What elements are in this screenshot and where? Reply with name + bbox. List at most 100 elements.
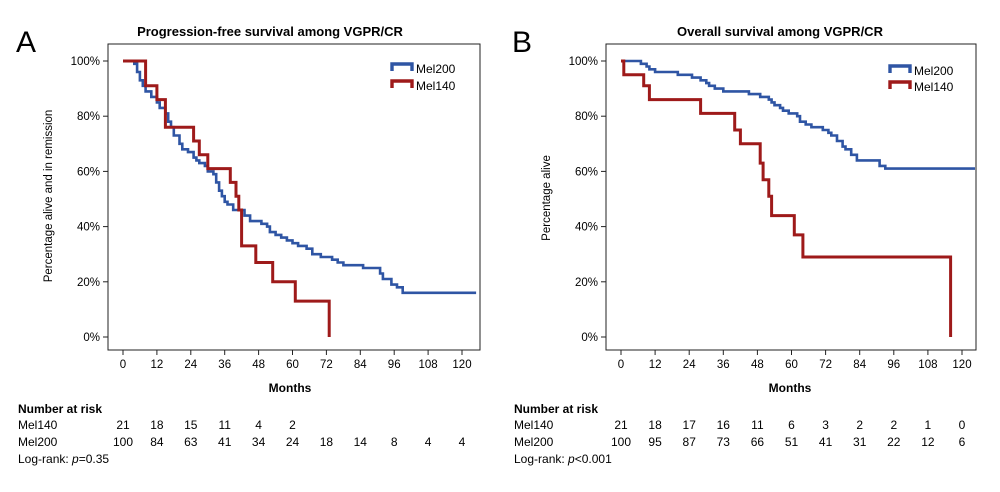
legend-label-mel200: Mel200 <box>416 62 456 76</box>
x-tick-label: 96 <box>887 359 900 371</box>
series-line-mel200 <box>123 59 477 295</box>
x-tick-label: 12 <box>151 359 164 371</box>
x-tick-label: 72 <box>320 359 333 371</box>
risk-value-mel140: 6 <box>788 418 795 432</box>
x-tick-label: 36 <box>218 359 231 371</box>
panel-b-ylabel: Percentage alive <box>541 155 553 241</box>
y-tick-label: 60% <box>77 166 100 178</box>
x-tick-label: 72 <box>819 359 832 371</box>
risk-value-mel200: 12 <box>921 435 935 449</box>
legend-swatch-mel140 <box>888 80 912 89</box>
x-tick-label: 96 <box>388 359 401 371</box>
logrank-value: <0.001 <box>575 452 612 466</box>
risk-value-mel200: 100 <box>611 435 631 449</box>
panel-b: B Overall survival among VGPR/CR Percent… <box>512 24 977 466</box>
panel-a-letter: A <box>16 26 36 59</box>
x-tick-label: 36 <box>717 359 730 371</box>
logrank-p: p <box>567 452 575 466</box>
x-tick-label: 24 <box>683 359 696 371</box>
panel-a-plot <box>123 59 477 337</box>
y-tick-label: 60% <box>575 166 598 178</box>
risk-value-mel200: 41 <box>819 435 833 449</box>
risk-value-mel200: 18 <box>320 435 334 449</box>
y-tick-label: 80% <box>575 111 598 123</box>
legend-swatch-mel200 <box>888 64 912 73</box>
logrank-text: Log-rank: p=0.35 <box>18 452 109 466</box>
plot-frame <box>107 43 481 351</box>
x-tick-label: 108 <box>918 359 937 371</box>
x-tick-label: 60 <box>286 359 299 371</box>
x-tick-label: 0 <box>120 359 126 371</box>
risk-value-mel140: 11 <box>218 418 231 432</box>
risk-value-mel140: 2 <box>289 418 296 432</box>
x-tick-label: 84 <box>354 359 367 371</box>
risk-value-mel140: 18 <box>150 418 164 432</box>
risk-row-label-mel140: Mel140 <box>514 418 554 432</box>
y-tick-label: 100% <box>569 56 598 68</box>
risk-table-header: Number at risk <box>514 402 598 416</box>
risk-value-mel140: 11 <box>751 418 764 432</box>
risk-value-mel200: 34 <box>252 435 266 449</box>
risk-row-label-mel200: Mel200 <box>514 435 554 449</box>
risk-value-mel200: 73 <box>717 435 731 449</box>
risk-value-mel140: 1 <box>925 418 932 432</box>
risk-value-mel200: 24 <box>286 435 300 449</box>
risk-value-mel200: 14 <box>354 435 368 449</box>
risk-value-mel140: 18 <box>648 418 662 432</box>
risk-value-mel200: 4 <box>425 435 432 449</box>
y-tick-label: 100% <box>71 56 100 68</box>
x-tick-label: 0 <box>618 359 624 371</box>
risk-value-mel200: 51 <box>785 435 799 449</box>
y-tick-label: 20% <box>77 277 100 289</box>
risk-value-mel140: 2 <box>856 418 863 432</box>
risk-row-label-mel200: Mel200 <box>18 435 58 449</box>
series-line-mel200 <box>621 59 975 170</box>
risk-value-mel140: 17 <box>683 418 697 432</box>
x-tick-label: 84 <box>853 359 866 371</box>
panel-b-xlabel: Months <box>769 381 812 395</box>
risk-value-mel140: 4 <box>255 418 262 432</box>
y-tick-label: 20% <box>575 277 598 289</box>
legend-swatch-mel140 <box>390 79 414 88</box>
risk-value-mel200: 22 <box>887 435 901 449</box>
panel-b-plot <box>621 59 975 337</box>
logrank-p: p <box>71 452 79 466</box>
panel-a-xlabel: Months <box>269 381 312 395</box>
risk-value-mel200: 8 <box>391 435 398 449</box>
risk-value-mel140: 0 <box>959 418 966 432</box>
x-tick-label: 108 <box>419 359 438 371</box>
risk-value-mel140: 21 <box>614 418 628 432</box>
panel-a: A Progression-free survival among VGPR/C… <box>16 24 481 466</box>
legend-label-mel140: Mel140 <box>416 79 456 93</box>
risk-value-mel200: 63 <box>184 435 198 449</box>
panel-b-title: Overall survival among VGPR/CR <box>677 24 884 39</box>
panel-a-risk-table: Number at risk Mel140 Mel200 21 18 15 11 4 2 1… <box>18 402 466 466</box>
legend-label-mel140: Mel140 <box>914 80 954 94</box>
risk-value-mel200: 95 <box>648 435 662 449</box>
risk-value-mel140: 2 <box>890 418 897 432</box>
x-tick-label: 60 <box>785 359 798 371</box>
logrank-prefix: Log-rank: <box>18 452 72 466</box>
x-tick-label: 48 <box>751 359 764 371</box>
legend-swatch-mel200 <box>390 62 414 71</box>
risk-row-label-mel140: Mel140 <box>18 418 58 432</box>
risk-value-mel140: 21 <box>116 418 130 432</box>
series-line-mel140 <box>621 59 953 337</box>
risk-value-mel200: 66 <box>751 435 765 449</box>
logrank-prefix: Log-rank: <box>514 452 568 466</box>
y-tick-label: 40% <box>575 222 598 234</box>
panel-b-letter: B <box>512 26 532 59</box>
risk-value-mel140: 15 <box>184 418 198 432</box>
y-tick-label: 40% <box>77 222 100 234</box>
risk-value-mel200: 41 <box>218 435 232 449</box>
risk-value-mel140: 3 <box>822 418 829 432</box>
x-tick-label: 12 <box>649 359 662 371</box>
logrank-text: Log-rank: p<0.001 <box>514 452 612 466</box>
logrank-value: =0.35 <box>79 452 110 466</box>
x-tick-label: 24 <box>184 359 197 371</box>
panel-b-axes: 0 12 24 36 48 60 72 84 96 108 120 0% 20% 40% 60% 80% 100… <box>569 43 977 371</box>
y-tick-label: 0% <box>581 332 598 344</box>
